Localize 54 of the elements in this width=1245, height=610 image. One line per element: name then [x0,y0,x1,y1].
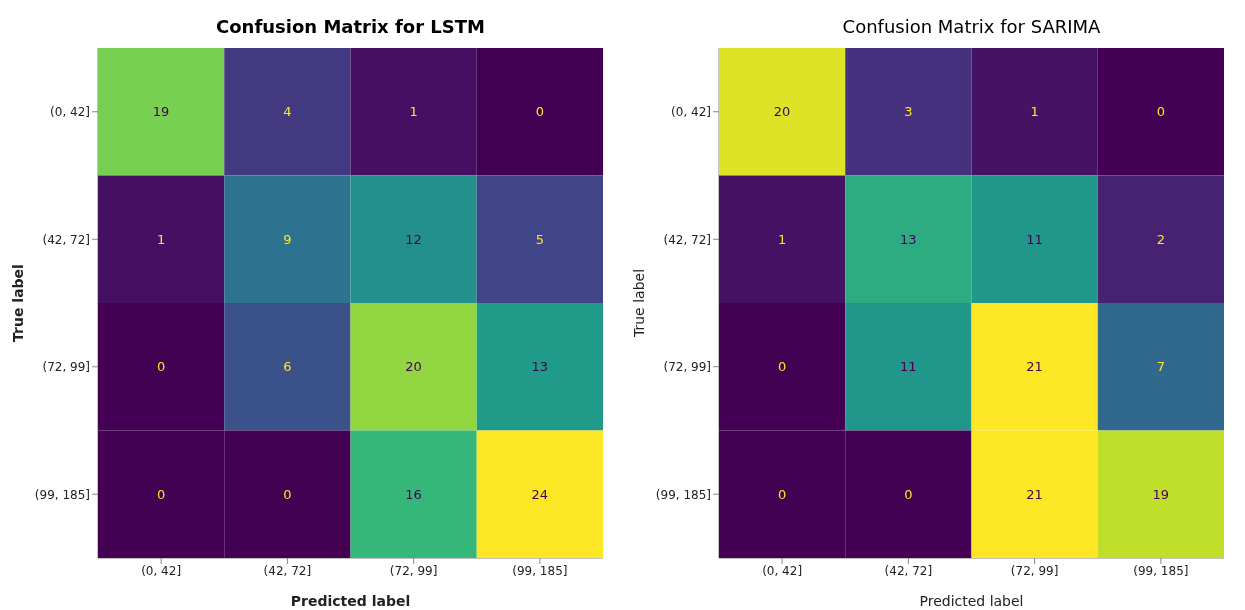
data-label: 0 [777,486,787,502]
x-tick-label: (72, 99] [389,563,438,578]
data-label: 11 [900,359,917,375]
data-label: 24 [531,486,549,502]
data-label: 13 [531,359,549,375]
x-tick-label: (72, 99] [1010,563,1059,578]
data-label: 0 [156,486,166,502]
data-label: 21 [1026,486,1043,502]
y-tick-label: (0, 42] [671,105,711,120]
y-tick-label: (99, 185] [655,487,711,502]
y-axis-title: True label [9,264,26,342]
chart-title: Confusion Matrix for SARIMA [841,16,1102,37]
y-tick-label: (99, 185] [34,487,90,502]
data-label: 0 [1156,104,1166,120]
data-label: 1 [156,231,166,247]
y-tick-label: (42, 72] [663,232,711,247]
data-label: 1 [409,104,418,120]
chart-title: Confusion Matrix for LSTM [215,16,486,37]
data-label: 0 [283,486,292,502]
data-label: 1 [1030,104,1039,120]
y-tick-label: (72, 99] [42,360,90,375]
data-label: 0 [156,359,166,375]
x-tick-label: (99, 185] [512,563,568,578]
data-label: 19 [152,104,170,120]
y-tick-label: (42, 72] [42,232,90,247]
x-tick-label: (42, 72] [263,563,312,578]
data-label: 6 [283,359,292,375]
x-axis-title: Predicted label [290,593,411,609]
data-label: 1 [777,231,787,247]
data-label: 11 [1026,231,1043,247]
x-axis-title: Predicted label [919,593,1024,609]
y-axis-title: True label [630,268,647,339]
data-label: 21 [1026,359,1043,375]
data-label: 0 [535,104,545,120]
x-tick-label: (99, 185] [1133,563,1189,578]
x-tick-label: (0, 42] [141,563,182,578]
data-label: 20 [773,104,791,120]
data-label: 0 [777,359,787,375]
data-label: 3 [904,104,913,120]
data-label: 5 [535,231,545,247]
data-label: 16 [405,486,422,502]
y-tick-label: (0, 42] [50,105,90,120]
x-tick-label: (0, 42] [762,563,803,578]
y-tick-label: (72, 99] [663,360,711,375]
data-label: 19 [1152,486,1170,502]
data-label: 4 [283,104,292,120]
data-label: 2 [1156,231,1166,247]
data-label: 12 [405,231,422,247]
data-label: 13 [900,231,917,247]
data-label: 20 [405,359,422,375]
data-label: 7 [1156,359,1166,375]
data-label: 0 [904,486,913,502]
data-label: 9 [283,231,292,247]
x-tick-label: (42, 72] [884,563,933,578]
